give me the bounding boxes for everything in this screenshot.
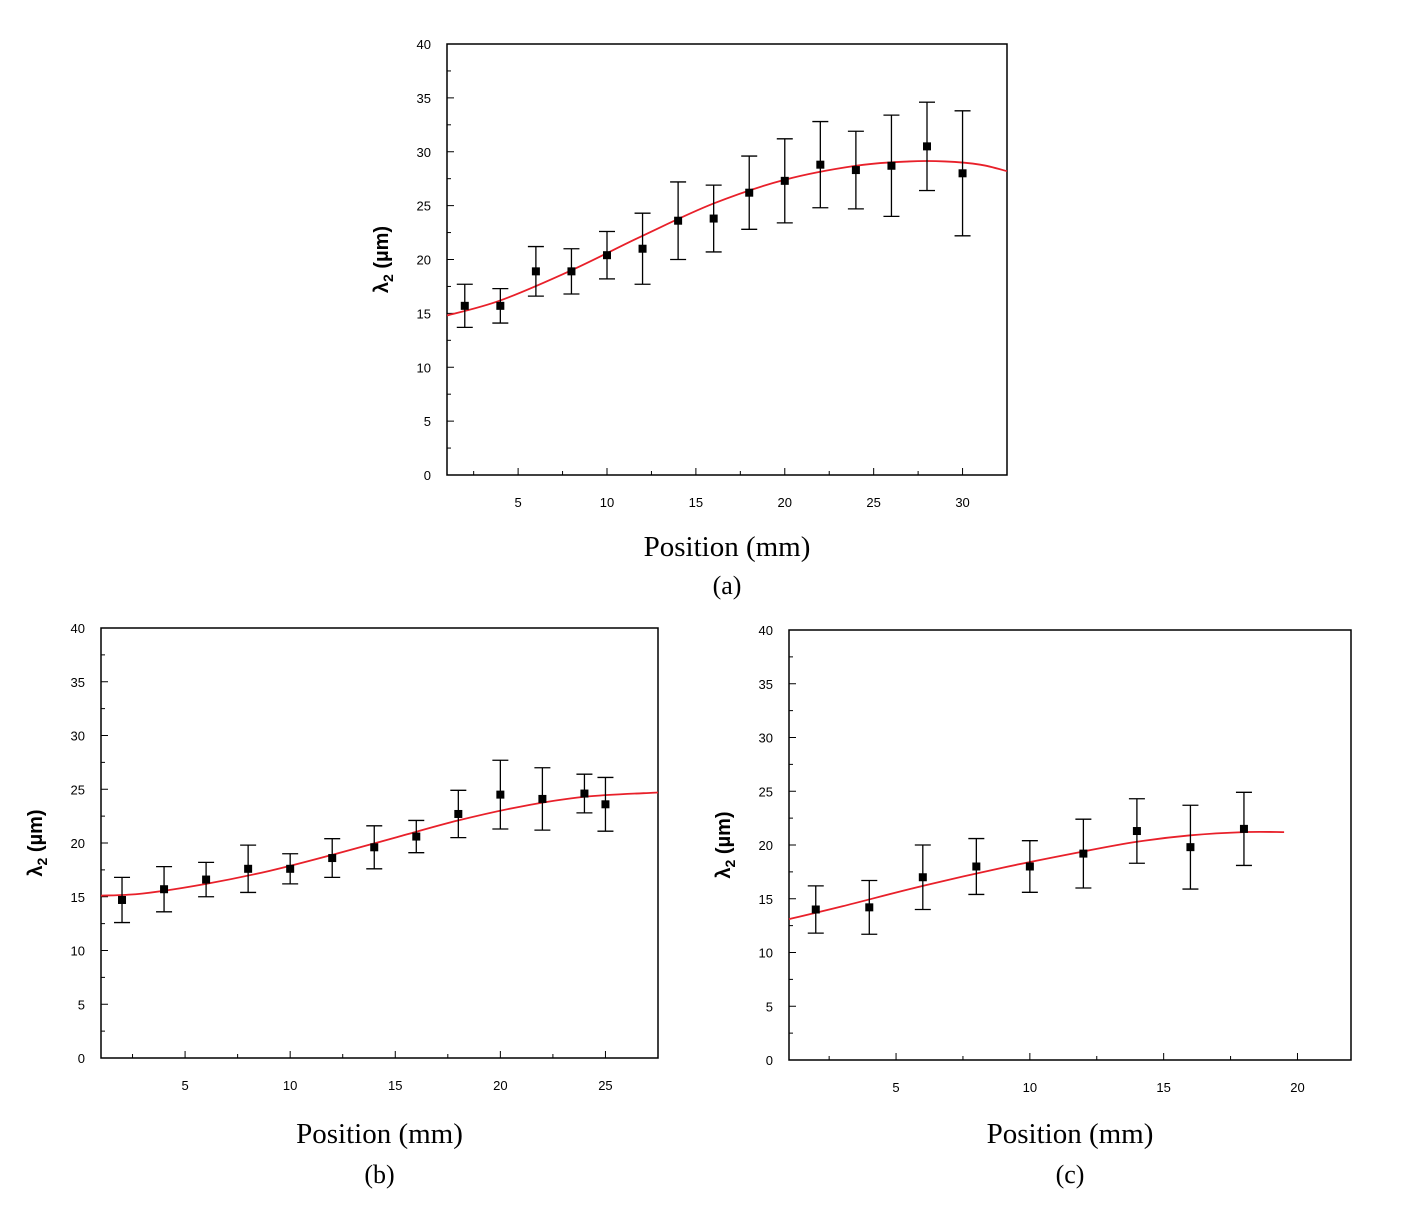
data-point <box>1132 827 1141 836</box>
data-point <box>923 142 931 151</box>
y-tick-label: 20 <box>417 253 431 268</box>
y-tick-label: 15 <box>759 892 773 907</box>
y-tick-label: 10 <box>759 946 773 961</box>
y-tick-label: 40 <box>71 621 85 636</box>
y-tick-label: 10 <box>417 360 431 375</box>
panel-label: (c) <box>1056 1160 1085 1189</box>
data-point <box>816 160 825 169</box>
y-tick-label: 40 <box>759 623 773 638</box>
x-tick-label: 5 <box>514 495 521 510</box>
plot-frame <box>100 627 659 1059</box>
x-tick-label: 5 <box>892 1080 899 1095</box>
data-point <box>851 166 860 175</box>
y-tick-label: 35 <box>71 675 85 690</box>
chart-panel-2: 0 5 10 15 20 25 30 35 40 5 10 15 20 Position (mm) λ2 (… <box>713 623 1352 1189</box>
y-tick-label: 15 <box>417 306 431 321</box>
data-point <box>918 873 927 882</box>
fit-curve <box>446 160 1008 317</box>
y-tick-label: 25 <box>417 199 431 214</box>
data-point <box>538 794 547 803</box>
data-point <box>244 864 253 873</box>
y-tick-label: 25 <box>759 784 773 799</box>
x-tick-label: 20 <box>1290 1080 1304 1095</box>
data-point <box>780 176 789 185</box>
fit-curve <box>788 830 1285 921</box>
x-tick-label: 20 <box>493 1078 507 1093</box>
y-tick-label: 15 <box>71 890 85 905</box>
data-point <box>531 267 540 276</box>
y-tick-label: 0 <box>766 1053 773 1068</box>
x-tick-label: 25 <box>866 495 880 510</box>
data-point <box>454 809 463 818</box>
y-tick-label: 35 <box>759 677 773 692</box>
y-tick-label: 30 <box>417 145 431 160</box>
data-point <box>1239 824 1248 833</box>
chart-panel-0: 0 5 10 15 20 25 30 35 40 5 10 15 20 25 30 Position (mm)… <box>371 37 1008 600</box>
x-tick-label: 15 <box>388 1078 402 1093</box>
data-point <box>286 864 295 873</box>
x-tick-label: 10 <box>283 1078 297 1093</box>
data-point <box>567 267 576 276</box>
y-tick-label: 5 <box>78 997 85 1012</box>
x-tick-label: 5 <box>181 1078 188 1093</box>
data-point <box>972 862 981 871</box>
data-point <box>674 216 683 225</box>
x-axis-title: Position (mm) <box>987 1118 1154 1150</box>
y-tick-label: 30 <box>759 731 773 746</box>
data-point <box>370 843 379 852</box>
x-tick-label: 15 <box>1156 1080 1170 1095</box>
y-axis-title: λ2 (µm) <box>713 811 738 878</box>
y-tick-label: 10 <box>71 944 85 959</box>
data-point <box>1186 843 1195 852</box>
data-point <box>1025 862 1034 871</box>
data-point <box>496 790 505 799</box>
fit-curve <box>100 791 659 897</box>
y-tick-label: 40 <box>417 37 431 52</box>
x-tick-label: 30 <box>955 495 969 510</box>
x-tick-label: 10 <box>600 495 614 510</box>
data-point <box>202 875 211 884</box>
x-axis-title: Position (mm) <box>296 1118 463 1150</box>
y-tick-label: 30 <box>71 729 85 744</box>
y-tick-label: 20 <box>759 838 773 853</box>
y-tick-label: 5 <box>424 414 431 429</box>
y-tick-label: 0 <box>424 468 431 483</box>
data-point <box>328 854 337 863</box>
data-point <box>887 161 896 170</box>
plot-frame <box>788 629 1352 1061</box>
panel-label: (a) <box>713 571 742 600</box>
x-tick-label: 20 <box>778 495 792 510</box>
data-point <box>412 832 421 841</box>
y-tick-label: 0 <box>78 1051 85 1066</box>
data-point <box>865 903 874 912</box>
data-point <box>118 895 127 904</box>
data-point <box>601 800 610 809</box>
y-axis-title: λ2 (µm) <box>25 809 50 876</box>
y-tick-label: 35 <box>417 91 431 106</box>
x-axis-title: Position (mm) <box>644 531 811 563</box>
y-tick-label: 25 <box>71 782 85 797</box>
y-tick-label: 5 <box>766 999 773 1014</box>
x-tick-label: 10 <box>1023 1080 1037 1095</box>
x-tick-label: 15 <box>689 495 703 510</box>
data-point <box>745 188 754 197</box>
data-point <box>709 214 718 223</box>
x-tick-label: 25 <box>598 1078 612 1093</box>
data-point <box>160 885 169 894</box>
data-point <box>958 169 967 178</box>
data-point <box>1079 849 1088 858</box>
data-point <box>460 301 469 310</box>
data-point <box>580 789 589 798</box>
y-tick-label: 20 <box>71 836 85 851</box>
data-point <box>638 244 647 253</box>
chart-panel-1: 0 5 10 15 20 25 30 35 40 5 10 15 20 25 Position (mm) λ2… <box>25 621 659 1189</box>
data-point <box>603 251 611 260</box>
y-axis-title: λ2 (µm) <box>371 226 396 293</box>
plot-frame <box>446 43 1008 476</box>
data-point <box>811 905 820 914</box>
panel-label: (b) <box>364 1160 394 1189</box>
data-point <box>496 301 505 310</box>
